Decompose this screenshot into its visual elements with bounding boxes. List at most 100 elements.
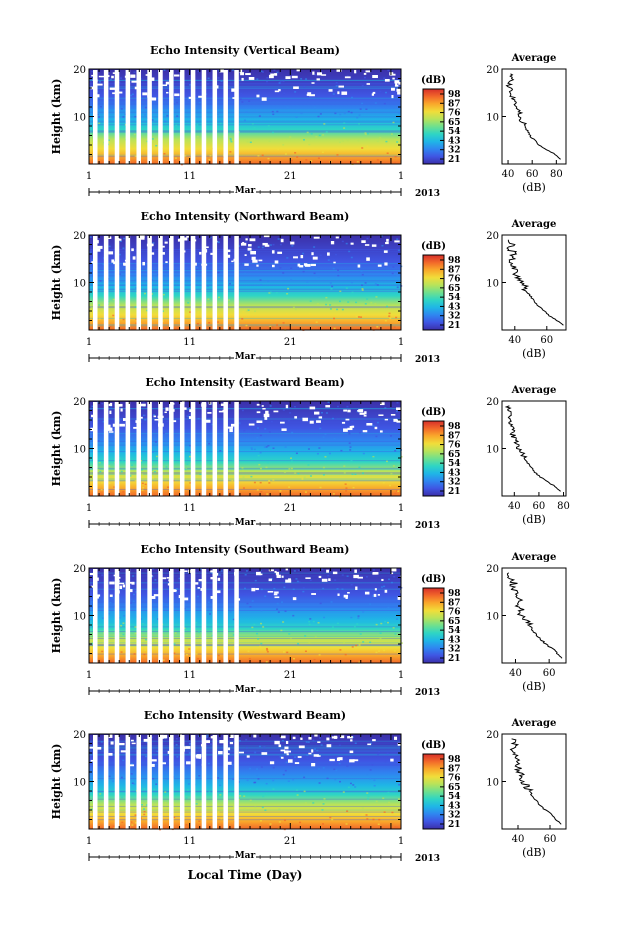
heatmap-speck	[256, 436, 259, 439]
heatmap-speck	[229, 137, 232, 140]
no-data-gap	[367, 743, 372, 746]
no-data-gap	[357, 410, 362, 412]
heatmap-stripe	[89, 621, 401, 623]
month-label: Mar	[235, 352, 256, 362]
no-data-gap	[330, 241, 335, 245]
no-data-band	[158, 236, 163, 330]
heatmap-speck	[209, 236, 212, 239]
heatmap-speck	[130, 94, 133, 97]
no-data-gap	[256, 403, 260, 406]
profile-title: Average	[511, 718, 557, 729]
heatmap-speck	[250, 447, 253, 449]
heatmap-speck	[394, 492, 397, 495]
no-data-gap	[386, 238, 389, 242]
y-axis-label: Height (km)	[50, 245, 63, 321]
heatmap-speck	[142, 487, 145, 489]
heatmap-stripe	[89, 427, 401, 429]
heatmap-speck	[313, 106, 316, 109]
no-data-gap	[151, 97, 157, 101]
heatmap-speck	[111, 425, 114, 428]
heatmap-speck	[318, 654, 321, 656]
heatmap-stripe	[89, 572, 401, 574]
heatmap-speck	[336, 588, 339, 590]
colorbar-tick-label: 65	[448, 783, 461, 793]
heatmap-speck	[336, 308, 339, 311]
heatmap-speck	[282, 272, 285, 274]
no-data-gap	[262, 242, 268, 246]
no-data-gap	[264, 244, 270, 247]
heatmap-stripe	[89, 269, 401, 271]
no-data-gap	[372, 572, 379, 575]
heatmap-speck	[310, 160, 313, 162]
heatmap-speck	[314, 636, 317, 638]
no-data-gap	[392, 77, 395, 80]
no-data-gap	[400, 575, 404, 578]
profile-title: Average	[511, 53, 557, 64]
heatmap-speck	[306, 281, 309, 283]
no-data-gap	[343, 594, 349, 598]
no-data-gap	[372, 74, 378, 79]
heatmap-speck	[364, 132, 367, 134]
no-data-gap	[198, 579, 203, 582]
x-tick-label: 1	[86, 171, 92, 182]
no-data-gap	[210, 252, 213, 255]
no-data-gap	[245, 238, 248, 241]
heatmap-speck	[261, 154, 264, 157]
heatmap-speck	[195, 653, 198, 655]
heatmap-field	[89, 734, 401, 829]
no-data-gap	[269, 761, 275, 765]
no-data-gap	[174, 93, 180, 97]
heatmap-speck	[242, 311, 245, 313]
heatmap-speck	[135, 322, 138, 325]
no-data-gap	[394, 84, 399, 87]
no-data-gap	[366, 257, 370, 261]
colorbar-tick-label: 76	[448, 774, 461, 784]
heatmap-speck	[260, 490, 263, 493]
heatmap-speck	[100, 488, 103, 491]
heatmap-speck	[118, 253, 121, 256]
no-data-gap	[251, 256, 256, 260]
heatmap-speck	[239, 423, 242, 425]
no-data-gap	[123, 262, 127, 266]
heatmap-speck	[284, 610, 287, 612]
heatmap-speck	[375, 296, 378, 298]
heatmap-speck	[258, 115, 261, 117]
heatmap-speck	[262, 71, 265, 73]
heatmap-speck	[336, 622, 339, 625]
heatmap-stripe	[89, 271, 401, 273]
heatmap-stripe	[89, 653, 401, 655]
no-data-gap	[336, 69, 342, 72]
no-data-gap	[397, 91, 403, 95]
heatmap-speck	[292, 778, 295, 781]
heatmap-speck	[307, 464, 310, 466]
heatmap-speck	[228, 589, 231, 592]
heatmap-speck	[241, 318, 244, 320]
no-data-gap	[314, 734, 318, 737]
heatmap-speck	[107, 139, 110, 141]
year-label: 2013	[415, 688, 440, 698]
heatmap-stripe	[89, 283, 401, 285]
heatmap-speck	[267, 280, 270, 283]
heatmap-speck	[387, 578, 390, 581]
no-data-gap	[118, 742, 125, 746]
no-data-gap	[255, 588, 259, 591]
heatmap-speck	[208, 791, 211, 793]
heatmap-speck	[388, 312, 391, 315]
heatmap-speck	[390, 133, 393, 135]
profile-frame	[501, 234, 567, 331]
heatmap-speck	[189, 451, 192, 454]
no-data-band	[93, 735, 98, 829]
heatmap-speck	[271, 326, 274, 328]
no-data-gap	[98, 75, 105, 78]
heatmap-speck	[264, 428, 267, 430]
no-data-gap	[154, 418, 159, 421]
no-data-gap	[278, 744, 282, 748]
heatmap-speck	[282, 144, 285, 146]
no-data-gap	[350, 242, 354, 245]
heatmap-speck	[166, 778, 169, 780]
heatmap-speck	[219, 784, 222, 787]
heatmap-stripe	[89, 644, 401, 646]
heatmap-speck	[376, 421, 379, 424]
heatmap-speck	[392, 627, 395, 629]
no-data-gap	[274, 73, 278, 76]
